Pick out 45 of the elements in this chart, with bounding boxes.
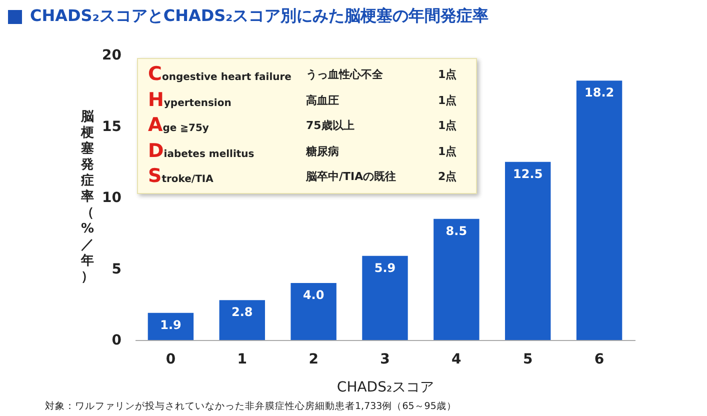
annotation: Hypertension [148, 88, 232, 110]
x-tick-label: 1 [237, 352, 248, 368]
annotation: 糖尿病 [306, 144, 339, 158]
x-tick-label: 4 [452, 352, 462, 368]
annotation: うっ血性心不全 [306, 67, 383, 82]
annotation: 脳卒中/TIAの既往 [306, 169, 396, 184]
bar [290, 283, 336, 340]
annotation: 1点 [438, 144, 457, 158]
annotation: 75歳以上 [306, 118, 354, 133]
x-tick-label: 5 [522, 352, 533, 368]
x-tick-label: 0 [166, 352, 176, 368]
annotation: 1点 [438, 118, 457, 133]
bar [434, 218, 480, 340]
data-label: 4.0 [302, 288, 324, 302]
x-tick-label: 2 [308, 352, 318, 368]
annotation: Congestive heart failure [148, 63, 292, 85]
annotation: 高血圧 [306, 92, 339, 108]
chart-title: CHADS₂スコアとCHADS₂スコア別にみた脳梗塞の年間発症率 [30, 6, 489, 27]
annotation: Diabetes mellitus [148, 140, 254, 162]
bar [505, 162, 551, 340]
annotation: 2点 [438, 169, 457, 184]
text: 脳梗塞発症率（%／年） [80, 110, 94, 284]
x-tick-label: 3 [380, 352, 390, 368]
y-tick-label: 0 [112, 332, 122, 348]
data-label: 12.5 [513, 166, 543, 181]
annotation: Age ≧75y [148, 114, 209, 136]
bar [362, 256, 408, 340]
bar [576, 80, 622, 340]
data-label: 1.9 [160, 318, 182, 332]
bar [148, 312, 194, 340]
data-label: 8.5 [446, 224, 468, 238]
y-tick-label: 20 [102, 48, 122, 64]
data-label: 5.9 [374, 260, 396, 275]
y-tick-label: 15 [102, 118, 122, 135]
y-tick-label: 10 [102, 190, 122, 206]
text: 対象：ワルファリンが投与されていなかった非弁膜症性心房細動患者1,733例（65～95歳） [45, 400, 456, 413]
annotation: 1点 [438, 67, 457, 82]
x-tick-label: 6 [594, 352, 604, 368]
annotation: Stroke/TIA [148, 165, 214, 187]
x-axis-title: CHADS₂スコア [336, 380, 434, 396]
data-label: 2.8 [232, 305, 253, 320]
data-label: 18.2 [584, 86, 614, 100]
annotation: 1点 [438, 92, 457, 108]
bar [219, 300, 265, 340]
y-tick-label: 5 [112, 261, 122, 278]
